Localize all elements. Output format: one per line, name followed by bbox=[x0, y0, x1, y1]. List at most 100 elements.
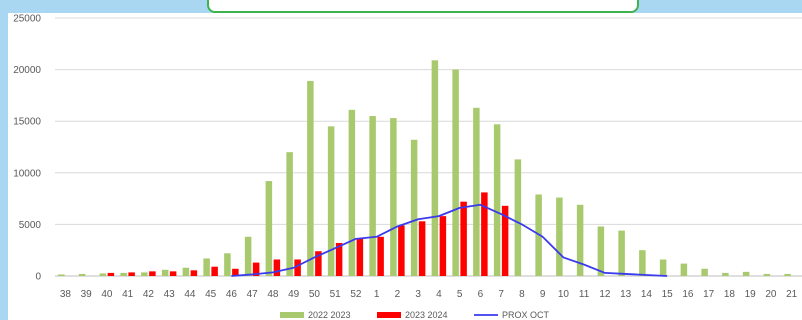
bar-2023-2024-4 bbox=[439, 216, 447, 276]
bar-2022-2023-5 bbox=[452, 69, 459, 276]
x-tick-label: 47 bbox=[247, 289, 259, 300]
bar-2022-2023-16 bbox=[680, 263, 688, 276]
x-tick-label: 9 bbox=[540, 289, 546, 300]
x-axis-ticks: 38 39 40 41 42 43 44 45 46 47 48 49 50 51 52 1 2 3 4 5 6 7 8 9 1… bbox=[60, 289, 798, 300]
x-tick-label: 51 bbox=[330, 289, 342, 300]
bar-2022-2023-8 bbox=[514, 159, 522, 276]
legend: 2022 2023 2023 2024 PROX OCT bbox=[280, 310, 550, 320]
bar-2023-2024-51 bbox=[335, 242, 343, 276]
chart-panel: 0 5000 10000 15000 20000 25000 38 39 40 41 42 43 44… bbox=[8, 13, 802, 320]
x-tick-label: 8 bbox=[519, 289, 525, 300]
y-tick-label: 25000 bbox=[13, 14, 41, 25]
bar-2022-2023-48 bbox=[265, 181, 273, 276]
bar-2023-2024-49 bbox=[294, 259, 301, 276]
bar-2023-2024-42 bbox=[149, 271, 156, 276]
x-tick-label: 48 bbox=[267, 289, 279, 300]
x-tick-label: 46 bbox=[226, 289, 238, 300]
bar-2022-2023-42 bbox=[141, 272, 148, 276]
bar-2023-2024-48 bbox=[273, 259, 281, 276]
bar-2022-2023-15 bbox=[659, 259, 667, 276]
bar-2022-2023-1 bbox=[369, 116, 376, 276]
bar-2023-2024-6 bbox=[481, 192, 488, 276]
bar-2022-2023-21 bbox=[784, 273, 791, 276]
x-tick-label: 7 bbox=[498, 289, 504, 300]
bar-2022-2023-47 bbox=[244, 236, 252, 276]
bar-2022-2023-44 bbox=[182, 267, 190, 276]
bar-2023-2024-44 bbox=[190, 270, 198, 276]
y-axis-ticks: 0 5000 10000 15000 20000 25000 bbox=[13, 14, 41, 283]
bar-2022-2023-17 bbox=[701, 268, 708, 276]
x-tick-label: 4 bbox=[436, 289, 442, 300]
x-tick-label: 50 bbox=[309, 289, 321, 300]
x-tick-label: 45 bbox=[205, 289, 217, 300]
x-tick-label: 18 bbox=[724, 289, 736, 300]
x-tick-label: 16 bbox=[682, 289, 694, 300]
x-tick-label: 19 bbox=[745, 289, 757, 300]
bar-2022-2023-19 bbox=[742, 271, 750, 276]
bar-2023-2024-50 bbox=[315, 251, 322, 276]
bar-2022-2023-43 bbox=[161, 269, 169, 276]
bar-2022-2023-14 bbox=[639, 250, 646, 276]
bar-2022-2023-10 bbox=[556, 197, 563, 276]
bar-2023-2024-5 bbox=[460, 201, 467, 276]
line-series bbox=[231, 203, 668, 277]
legend-label: 2023 2024 bbox=[405, 310, 448, 320]
bar-2022-2023-50 bbox=[307, 80, 314, 277]
bar-2023-2024-1 bbox=[377, 236, 384, 276]
x-tick-label: 6 bbox=[478, 289, 484, 300]
bar-2022-2023-12 bbox=[597, 226, 605, 276]
bar-2023-2024-47 bbox=[252, 262, 260, 276]
bar-2022-2023-20 bbox=[763, 273, 771, 276]
legend-swatch bbox=[280, 312, 304, 318]
y-tick-label: 0 bbox=[35, 272, 41, 283]
x-tick-label: 43 bbox=[164, 289, 176, 300]
bar-2022-2023-51 bbox=[327, 126, 335, 276]
bar-2022-2023-18 bbox=[722, 272, 729, 276]
bar-2022-2023-52 bbox=[348, 109, 356, 277]
bars bbox=[58, 60, 791, 277]
bar-2022-2023-49 bbox=[286, 152, 293, 276]
bar-2022-2023-13 bbox=[618, 230, 625, 276]
bar-2023-2024-46 bbox=[232, 268, 239, 276]
bar-2022-2023-40 bbox=[99, 273, 107, 276]
x-tick-label: 40 bbox=[101, 289, 113, 300]
x-tick-label: 3 bbox=[415, 289, 421, 300]
x-tick-label: 17 bbox=[703, 289, 715, 300]
x-tick-label: 12 bbox=[599, 289, 611, 300]
y-tick-label: 5000 bbox=[19, 220, 42, 231]
bar-2023-2024-40 bbox=[107, 272, 115, 276]
x-tick-label: 44 bbox=[184, 289, 196, 300]
y-tick-label: 10000 bbox=[13, 168, 41, 179]
gridlines bbox=[55, 17, 802, 277]
x-tick-label: 39 bbox=[81, 289, 93, 300]
header-banner bbox=[207, 0, 639, 13]
bar-2022-2023-11 bbox=[576, 204, 584, 276]
bar-2022-2023-7 bbox=[493, 124, 501, 277]
bar-2023-2024-45 bbox=[211, 266, 218, 276]
x-tick-label: 20 bbox=[765, 289, 777, 300]
bar-2022-2023-39 bbox=[78, 273, 86, 276]
bar-2022-2023-41 bbox=[120, 272, 127, 276]
x-tick-label: 15 bbox=[662, 289, 674, 300]
y-tick-label: 15000 bbox=[13, 117, 41, 128]
bar-2023-2024-7 bbox=[501, 205, 509, 276]
bar-2023-2024-41 bbox=[128, 272, 135, 276]
bar-2022-2023-2 bbox=[390, 118, 397, 276]
bar-2022-2023-46 bbox=[224, 253, 231, 276]
x-tick-label: 14 bbox=[641, 289, 653, 300]
x-tick-label: 38 bbox=[60, 289, 72, 300]
x-tick-label: 42 bbox=[143, 289, 155, 300]
bar-2023-2024-2 bbox=[398, 225, 405, 276]
bar-2022-2023-38 bbox=[58, 274, 65, 276]
bar-2022-2023-6 bbox=[473, 107, 480, 276]
x-tick-label: 11 bbox=[579, 289, 590, 300]
x-tick-label: 5 bbox=[457, 289, 463, 300]
bar-2022-2023-4 bbox=[431, 60, 439, 277]
x-tick-label: 2 bbox=[395, 289, 401, 300]
x-tick-label: 10 bbox=[558, 289, 570, 300]
x-tick-label: 52 bbox=[350, 289, 362, 300]
bar-2023-2024-43 bbox=[169, 271, 177, 276]
y-tick-label: 20000 bbox=[13, 65, 41, 76]
bar-2023-2024-52 bbox=[356, 238, 364, 276]
